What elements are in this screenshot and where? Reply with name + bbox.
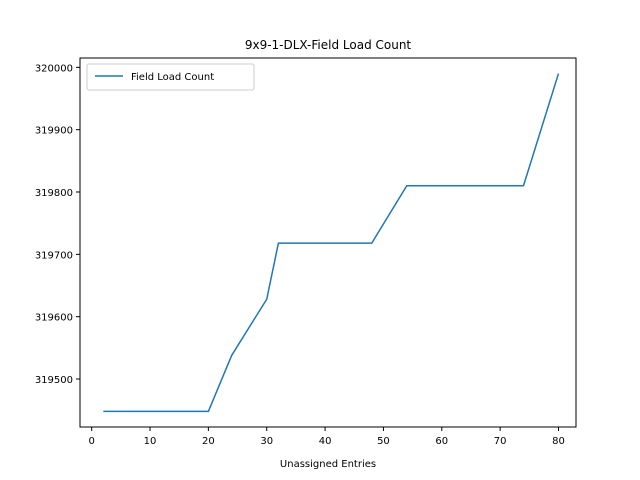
x-axis-title: Unassigned Entries <box>280 459 376 470</box>
x-tick-label: 30 <box>260 436 273 447</box>
x-axis: 0 10 20 30 40 50 60 70 80 <box>88 427 565 447</box>
y-tick-label: 319600 <box>35 313 73 324</box>
series-line <box>103 73 560 413</box>
y-tick-label: 319500 <box>35 375 73 386</box>
chart-title: 9x9-1-DLX-Field Load Count <box>245 38 412 52</box>
x-tick-label: 10 <box>144 436 157 447</box>
y-tick-label: 319900 <box>35 126 73 137</box>
x-tick-label: 70 <box>494 436 507 447</box>
x-tick-label: 0 <box>88 436 94 447</box>
x-tick-label: 40 <box>319 436 332 447</box>
legend-label: Field Load Count <box>131 72 214 83</box>
x-tick-label: 80 <box>552 436 565 447</box>
y-tick-label: 319700 <box>35 250 73 261</box>
y-tick-label: 320000 <box>35 63 73 74</box>
x-tick-label: 60 <box>435 436 448 447</box>
legend-frame <box>86 63 255 91</box>
x-tick-label: 50 <box>377 436 390 447</box>
legend: Field Load Count <box>86 63 255 91</box>
y-tick-label: 319800 <box>35 188 73 199</box>
x-tick-label: 20 <box>202 436 215 447</box>
y-axis: 319500 319600 319700 319800 319900 320000 <box>35 63 80 386</box>
series-layer <box>103 73 560 413</box>
